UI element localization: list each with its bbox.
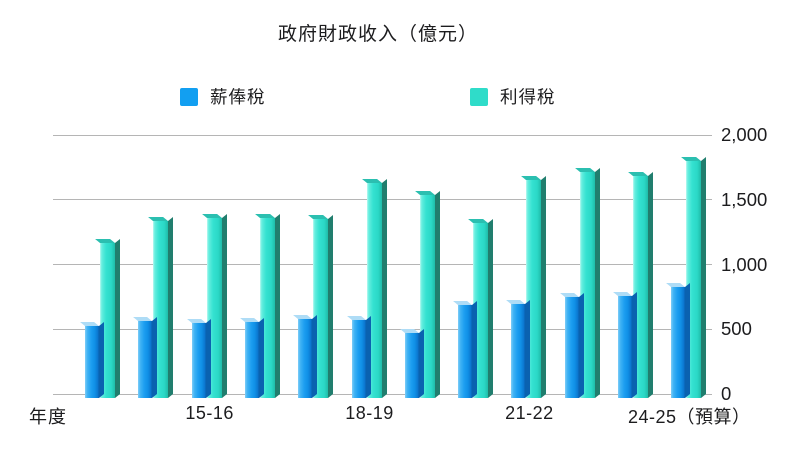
bar-薪俸稅-group11 <box>671 286 686 398</box>
x-tick-label: 18-19 <box>345 403 394 423</box>
x-tick-label: 15-16 <box>185 403 234 423</box>
legend-swatch <box>470 87 488 106</box>
y-tick-label: 1,500 <box>721 188 768 210</box>
bar-薪俸稅-group7 <box>458 304 473 398</box>
legend-label: 利得稅 <box>500 87 556 107</box>
y-tick-label: 0 <box>721 383 732 404</box>
bar-薪俸稅-group6 <box>404 332 419 398</box>
bar-利得稅-group11 <box>686 160 702 398</box>
bar-薪俸稅-group9 <box>564 297 579 398</box>
bar-薪俸稅-group10 <box>618 295 632 398</box>
bar-薪俸稅-group1 <box>138 321 153 398</box>
legend-label: 薪俸稅 <box>210 87 266 107</box>
bar-薪俸稅-group0 <box>85 325 99 398</box>
chart-title: 政府財政收入（億元） <box>277 24 479 45</box>
bar-薪俸稅-group2 <box>191 322 206 398</box>
bar-薪俸稅-group4 <box>298 319 313 398</box>
x-tick-label: 21-22 <box>505 403 554 423</box>
gridline-2000 <box>53 134 712 136</box>
bar-薪俸稅-group3 <box>244 321 259 398</box>
legend-item-利得稅: 利得稅 <box>470 84 556 109</box>
bar-薪俸稅-group5 <box>351 320 366 398</box>
x-tick-label: 24-25（預算） <box>628 407 751 427</box>
y-tick-label: 2,000 <box>721 124 768 146</box>
y-tick-label: 1,000 <box>721 253 768 275</box>
y-tick-label: 500 <box>721 318 752 340</box>
bar-利得稅-group1 <box>153 220 169 398</box>
legend-swatch <box>180 87 198 106</box>
legend-item-薪俸稅: 薪俸稅 <box>180 84 266 109</box>
bar-薪俸稅-group8 <box>511 303 526 398</box>
bar-利得稅-group8 <box>526 179 542 398</box>
x-axis-title: 年度 <box>29 407 67 427</box>
